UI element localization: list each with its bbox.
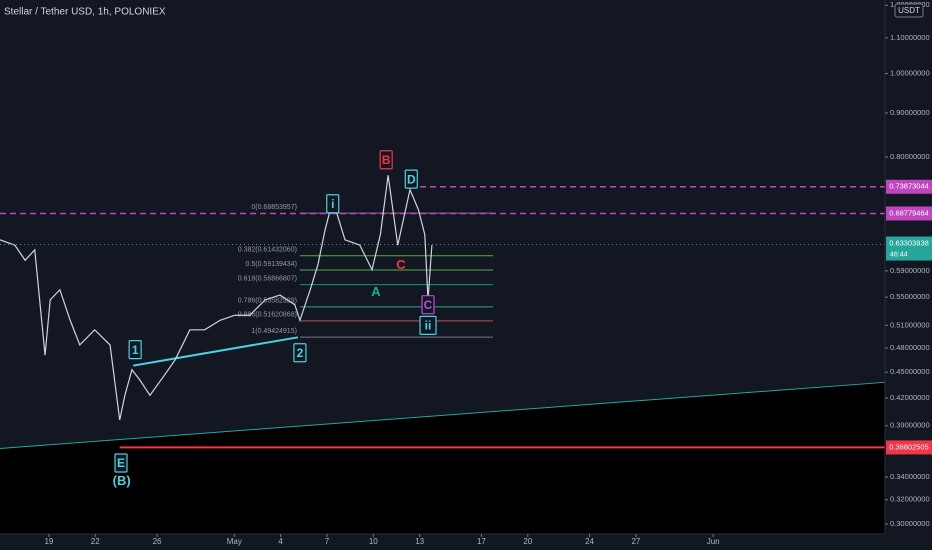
fib-label: 0.886(0.51620868) (238, 312, 297, 319)
wave-label: 2 (297, 346, 304, 360)
annotation-box (379, 150, 393, 170)
fib-label: 0(0.68853957) (251, 204, 297, 211)
wave-label: A (371, 284, 381, 299)
price-label-bg (886, 206, 932, 221)
fib-label: 1(0.49424915) (251, 328, 297, 335)
y-tick-label: 1.00000000 (890, 68, 930, 77)
wave-label: ii (425, 319, 432, 333)
price-label: 0.73873044 (889, 182, 929, 191)
wave-label: C (396, 257, 406, 272)
wave-label: E (117, 456, 125, 470)
y-tick-label: 1.10000000 (890, 33, 930, 42)
annotation-box (419, 315, 437, 335)
y-tick-label: 0.34000000 (890, 472, 930, 481)
annotation-box (128, 340, 142, 360)
y-tick-label: 0.90000000 (890, 108, 930, 117)
y-tick-label: 0.45000000 (890, 367, 930, 376)
fib-label: 0.786(0.53582929) (238, 298, 297, 305)
x-tick-label: 24 (585, 537, 594, 546)
y-tick-label: 0.39000000 (890, 421, 930, 430)
x-tick-label: 19 (44, 537, 53, 546)
price-label-bg (886, 179, 932, 194)
annotation-box (421, 295, 435, 315)
wave-label: D (407, 172, 416, 186)
x-tick-label: 13 (415, 537, 424, 546)
plot: 0(0.68853957) 0.382(0.61432060) 0.5(0.5913… (0, 150, 886, 534)
x-tick-label: 20 (523, 537, 532, 546)
y-tick-label: 0.42000000 (890, 393, 930, 402)
lower-zone (0, 382, 885, 534)
x-tick-label: Jun (707, 537, 720, 546)
trendline (133, 336, 299, 367)
annotation-box (114, 453, 128, 473)
x-tick-label: 26 (153, 537, 162, 546)
countdown: 46:44 (890, 251, 908, 258)
y-tick-label: 0.32000000 (890, 495, 930, 504)
y-tick-label: 0.80000000 (890, 152, 930, 161)
price-axis (885, 0, 932, 550)
fib-label: 0.618(0.56866807) (238, 275, 297, 282)
x-tick-label: 4 (278, 537, 283, 546)
y-tick-label: 0.59000000 (890, 266, 930, 275)
wave-label: C (424, 298, 433, 312)
price-line (0, 175, 433, 421)
quote: USDT (898, 6, 920, 15)
y-tick-label: 0.30000000 (890, 519, 930, 528)
fib-label: 0.382(0.61432060) (238, 247, 297, 254)
wave-label: B (382, 153, 391, 167)
price-label: 0.36802505 (889, 442, 929, 451)
last-price-label: 0.63303938 (889, 239, 929, 248)
y-tick-label: 0.51000000 (890, 320, 930, 329)
wave-label: (B) (113, 473, 131, 488)
quote-badge (894, 3, 924, 18)
x-tick-label: 27 (631, 537, 640, 546)
fib-label: 0.5(0.59139434) (246, 261, 297, 268)
price-label-bg (886, 440, 932, 455)
price-label: 0.68779464 (889, 208, 929, 217)
trendline (0, 381, 886, 449)
wave-label: 1 (132, 343, 139, 357)
x-tick-label: 17 (477, 537, 486, 546)
x-tick-label: 7 (325, 537, 330, 546)
annotation-box (293, 343, 307, 363)
annotation-box (404, 169, 418, 189)
y-tick-label: 0.55000000 (890, 292, 930, 301)
wave-label: i (331, 197, 334, 211)
chart-title: Stellar / Tether USD, 1h, POLONIEX (4, 7, 166, 18)
last-price-bg (886, 236, 932, 261)
x-tick-label: 22 (91, 537, 100, 546)
annotation-box (326, 194, 340, 214)
y-tick-label: 0.48000000 (890, 343, 930, 352)
x-tick-label: May (227, 537, 242, 546)
x-tick-label: 10 (369, 537, 378, 546)
